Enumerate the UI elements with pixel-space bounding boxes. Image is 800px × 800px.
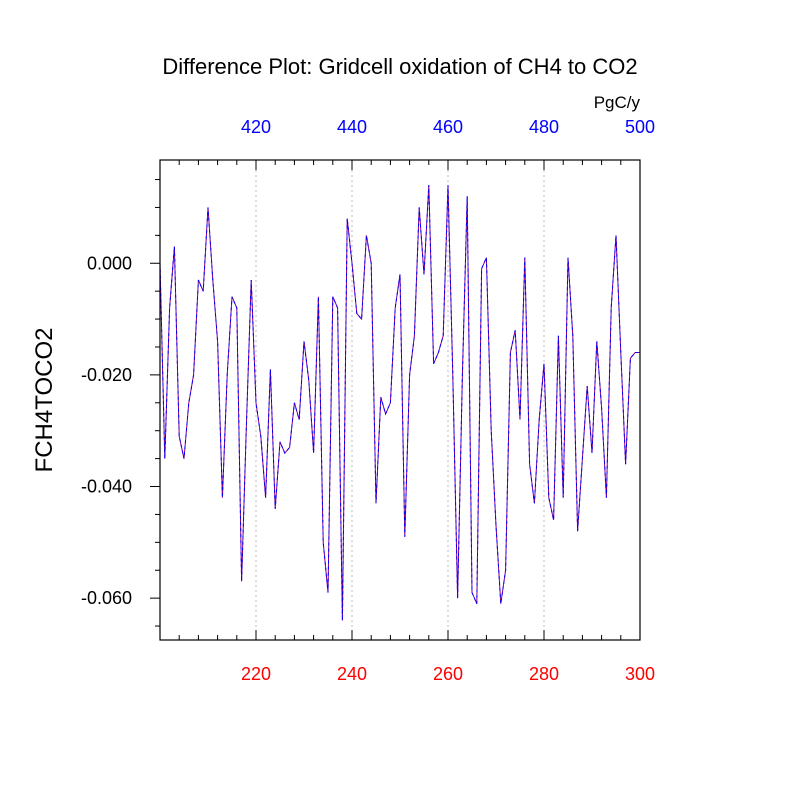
units-label: PgC/y bbox=[594, 93, 641, 112]
y-tick-label: 0.000 bbox=[87, 253, 132, 273]
x-top-tick-label: 420 bbox=[241, 117, 271, 137]
x-bottom-tick-label: 280 bbox=[529, 664, 559, 684]
gridlines bbox=[255, 160, 545, 640]
plot-frame bbox=[159, 159, 641, 641]
x-top-tick-label: 480 bbox=[529, 117, 559, 137]
y-tick-label: -0.020 bbox=[81, 365, 132, 385]
series-line bbox=[159, 185, 640, 621]
y-axis-label: FCH4TOCO2 bbox=[31, 328, 58, 473]
x-top-tick-label: 460 bbox=[433, 117, 463, 137]
x-bottom-tick-label: 220 bbox=[241, 664, 271, 684]
x-top-tick-label: 440 bbox=[337, 117, 367, 137]
x-bottom-tick-label: 240 bbox=[337, 664, 367, 684]
data-series bbox=[159, 185, 640, 621]
x-top-tick-label: 500 bbox=[625, 117, 655, 137]
tick-labels: 220 240 260 280 300 420 440 460 480 500 0.000 -0.02… bbox=[81, 117, 655, 684]
x-bottom-tick-label: 300 bbox=[625, 664, 655, 684]
x-bottom-tick-label: 260 bbox=[433, 664, 463, 684]
series-line-dashed bbox=[159, 185, 640, 621]
y-tick-label: -0.060 bbox=[81, 588, 132, 608]
chart-title: Difference Plot: Gridcell oxidation of C… bbox=[162, 54, 637, 79]
axis-ticks bbox=[150, 160, 641, 640]
y-tick-label: -0.040 bbox=[81, 477, 132, 497]
